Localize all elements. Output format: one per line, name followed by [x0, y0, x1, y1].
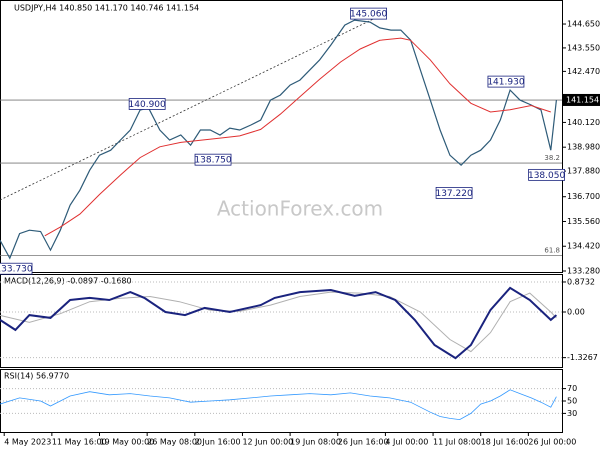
- annotation-label: 141.930: [487, 78, 524, 88]
- macd-label: MACD(12,26,9) -0.0897 -0.1680: [4, 277, 132, 286]
- annotation-box: [194, 153, 232, 166]
- x-tick-label: 19 May 00:00: [100, 438, 155, 447]
- y-tick-label: 50: [567, 397, 577, 406]
- rsi-line: [0, 389, 557, 421]
- y-tick-label: 143.550: [567, 43, 600, 52]
- watermark: ActionForex.com: [217, 197, 383, 221]
- x-tick-label: 26 Jul 00:00: [528, 438, 576, 447]
- x-tick-label: 26 Jun 16:00: [338, 438, 389, 447]
- x-tick-label: 19 Jun 08:00: [290, 438, 341, 447]
- x-tick-label: 18 Jul 16:00: [481, 438, 529, 447]
- last-price-label: 141.154: [566, 95, 599, 104]
- x-tick-label: 12 Jun 00:00: [242, 438, 293, 447]
- annotation-label: 138.750: [194, 156, 231, 166]
- annotation-box: [350, 7, 387, 20]
- rsi-label: RSI(14) 56.9770: [4, 372, 69, 381]
- macd-line: [0, 286, 558, 360]
- y-tick-label: 138.980: [567, 143, 600, 152]
- y-tick-label: 136.700: [567, 192, 600, 201]
- y-tick-label: 133.280: [567, 267, 600, 276]
- annotation-label: 140.900: [129, 100, 166, 110]
- x-tick-label: 4 Jul 00:00: [385, 438, 428, 447]
- annotation-label: 137.220: [435, 189, 472, 199]
- moving-average: [44, 37, 551, 237]
- annotation-box: [0, 262, 33, 275]
- price-panel: [0, 0, 563, 273]
- y-tick-label: -1.3267: [567, 353, 598, 362]
- y-tick-label: 144.650: [567, 20, 600, 29]
- macd-panel: [0, 274, 563, 368]
- y-tick-label: 140.120: [567, 118, 600, 127]
- annotation-box: [528, 168, 565, 181]
- y-tick-label: 0.00: [567, 308, 585, 317]
- trendline: [0, 17, 376, 201]
- fib-label: 38.2: [544, 154, 560, 162]
- y-tick-label: 134.420: [567, 242, 600, 251]
- last-price-box: [563, 93, 600, 106]
- annotation-label: 133.730: [0, 265, 33, 275]
- annotation-box: [435, 187, 473, 199]
- x-tick-label: 4 May 2023: [4, 438, 51, 447]
- x-tick-label: 11 May 16:00: [52, 438, 107, 447]
- price-line: [0, 19, 557, 260]
- y-tick-label: 0.8732: [567, 277, 595, 286]
- y-tick-label: 30: [567, 409, 577, 418]
- x-tick-label: 11 Jul 08:00: [433, 438, 481, 447]
- y-tick-label: 137.880: [567, 167, 600, 176]
- annotation-label: 138.050: [528, 171, 565, 181]
- y-tick-label: 70: [567, 384, 577, 393]
- x-tick-label: 26 May 08:00: [147, 438, 202, 447]
- header: USDJPY,H4 140.850 141.170 140.746 141.15…: [14, 4, 199, 13]
- fib-label: 61.8: [544, 246, 560, 254]
- annotation-box: [487, 75, 525, 88]
- annotation-label: 145.060: [350, 10, 387, 20]
- y-tick-label: 135.560: [567, 217, 600, 226]
- annotation-box: [128, 98, 166, 110]
- x-tick-label: 2 Jun 16:00: [195, 438, 241, 447]
- y-tick-label: 142.470: [567, 67, 600, 76]
